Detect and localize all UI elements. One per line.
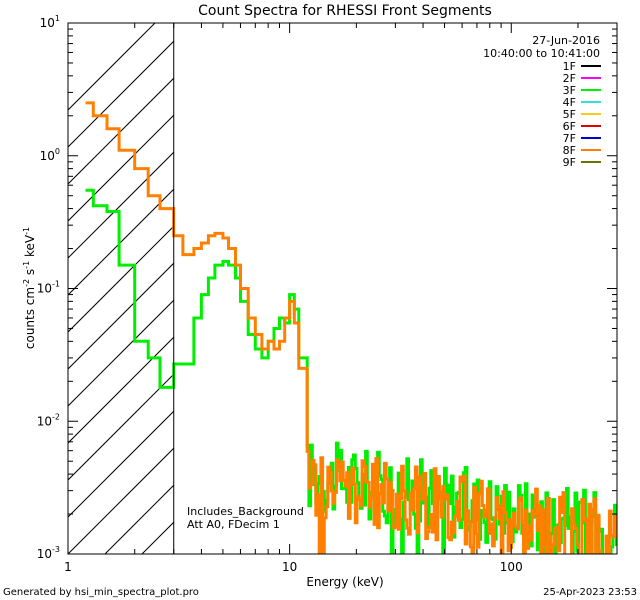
x-tick-labels: 1 10 100 — [64, 560, 523, 574]
y-axis-label: counts cm-2 s-1 keV-1 — [22, 227, 37, 349]
hatch-line — [68, 262, 174, 370]
hatch-line — [512, 23, 640, 554]
hatch-line — [68, 225, 174, 333]
legend-label: 4F — [563, 96, 576, 109]
legend-label: 2F — [563, 72, 576, 85]
annotation-background: Includes_Background — [187, 505, 304, 518]
series-group — [85, 101, 617, 554]
ylabel-sup1: -2 — [22, 279, 31, 287]
y-tick-label: 100 — [40, 147, 60, 163]
ylabel-unit: keV — [23, 234, 37, 257]
hatch-line — [216, 23, 640, 554]
y-tick-label: 10-1 — [37, 280, 60, 296]
ylabel-sup3: -1 — [22, 227, 31, 235]
series-line-8F — [85, 101, 617, 554]
legend-label: 8F — [563, 144, 576, 157]
ylabel-sup2: -1 — [22, 261, 31, 269]
x-tick-label: 1 — [64, 560, 72, 574]
x-tick-label: 10 — [282, 560, 297, 574]
hatch-line — [68, 447, 174, 554]
hatch-line — [68, 410, 174, 518]
y-tick-label: 10-2 — [37, 412, 60, 428]
legend-label: 6F — [563, 120, 576, 133]
ylabel-mid: s — [23, 269, 37, 275]
annotation-attenuator: Att A0, FDecim 1 — [187, 518, 280, 531]
hatch-line — [68, 40, 174, 148]
legend-label: 5F — [563, 108, 576, 121]
legend-label: 1F — [563, 60, 576, 73]
axis-ticks — [67, 23, 618, 555]
y-tick-labels: 101 100 10-1 10-2 10-3 — [37, 14, 60, 561]
footer-timestamp: 25-Apr-2023 23:53 — [543, 587, 637, 598]
y-tick-label: 10-3 — [37, 545, 60, 561]
legend-date: 27-Jun-2016 — [532, 34, 600, 47]
ylabel-main: counts cm — [23, 287, 37, 349]
hatch-line — [68, 77, 174, 185]
x-tick-label: 100 — [500, 560, 523, 574]
svg-text:counts cm-2 s-1 keV-1: counts cm-2 s-1 keV-1 — [22, 227, 37, 349]
legend-label: 3F — [563, 84, 576, 97]
legend-label: 9F — [563, 156, 576, 169]
x-axis-label: Energy (keV) — [306, 575, 383, 589]
hatch-line — [104, 484, 174, 554]
footer-generated-by: Generated by hsi_min_spectra_plot.pro — [3, 587, 199, 598]
hatch-line — [68, 373, 174, 481]
chart-title: Count Spectra for RHESSI Front Segments — [198, 3, 492, 19]
legend-label: 7F — [563, 132, 576, 145]
hatch-line — [623, 23, 640, 554]
legend-time-range: 10:40:00 to 10:41:00 — [483, 47, 600, 60]
y-tick-label: 101 — [40, 14, 60, 30]
